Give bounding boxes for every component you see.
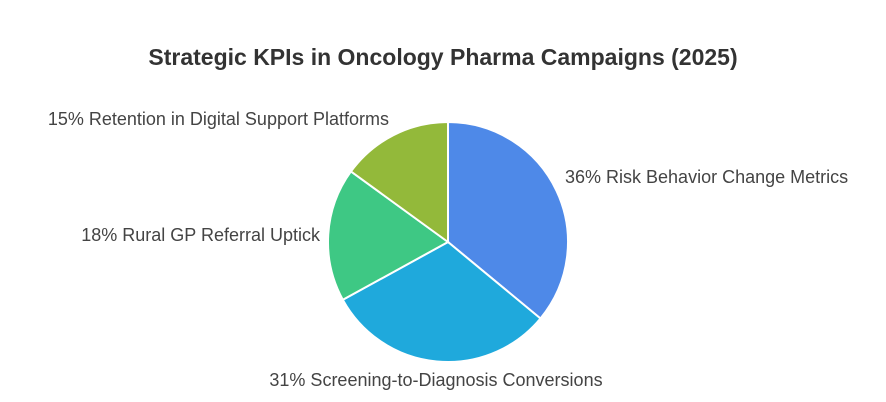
pie-labels: 36% Risk Behavior Change Metrics 31% Scre…	[48, 109, 848, 390]
slice-label-1: 36% Risk Behavior Change Metrics	[565, 167, 848, 187]
slice-label-2: 31% Screening-to-Diagnosis Conversions	[269, 370, 602, 390]
pie-slice-3	[327, 170, 450, 302]
slice-label-3: 18% Rural GP Referral Uptick	[81, 225, 321, 245]
pie-slice-4	[349, 120, 449, 244]
chart-title: Strategic KPIs in Oncology Pharma Campai…	[148, 44, 738, 70]
pie-slice-2	[341, 240, 542, 363]
pie-slices	[327, 120, 569, 363]
pie-slice-1	[447, 120, 569, 320]
slice-label-4: 15% Retention in Digital Support Platfor…	[48, 109, 389, 129]
